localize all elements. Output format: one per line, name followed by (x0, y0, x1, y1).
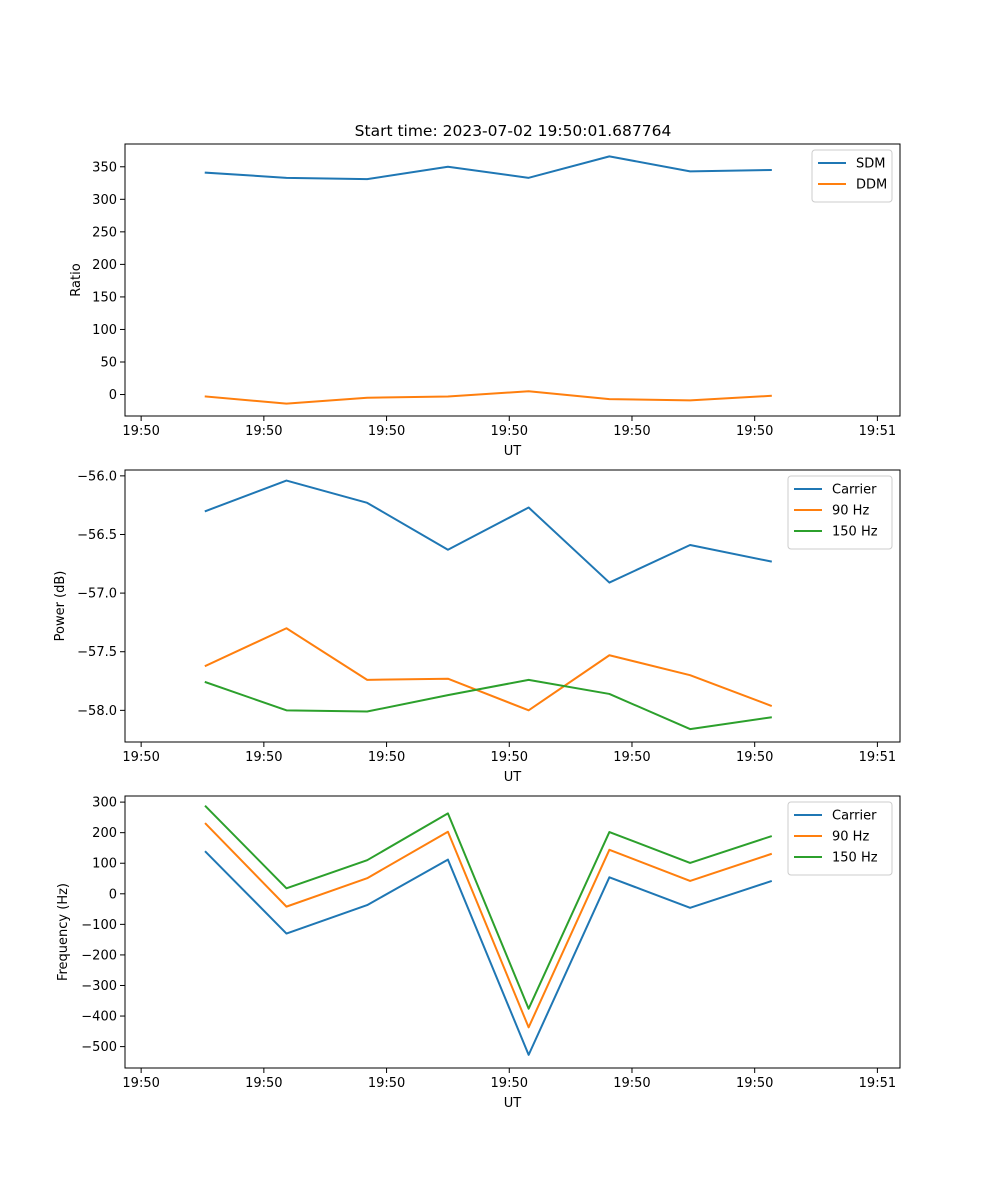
x-tick-label: 19:50 (491, 750, 528, 765)
x-tick-label: 19:50 (245, 1076, 282, 1091)
chart-panel-3: 19:50 19:50 19:50 19:50 19:50 19:50 19:51 −500 −… (56, 795, 901, 1111)
legend-label-ddm: DDM (856, 178, 887, 193)
x-tick-label: 19:51 (859, 750, 896, 765)
y-axis-label-panel-3: Frequency (Hz) (56, 883, 71, 981)
y-axis-label-panel-1: Ratio (69, 263, 84, 296)
x-tick-label: 19:50 (122, 1076, 159, 1091)
x-tick-label: 19:50 (245, 424, 282, 439)
x-axis-label-panel-1: UT (504, 444, 522, 459)
legend-panel-3: Carrier 90 Hz 150 Hz (787, 801, 893, 876)
axes-frame-panel-2 (124, 469, 901, 743)
legend-label-sdm: SDM (856, 157, 885, 172)
legend-label-90-hz: 90 Hz (832, 830, 869, 845)
y-axis-label-panel-2: Power (dB) (53, 571, 68, 642)
y-tick-label: 200 (92, 826, 117, 841)
y-tick-label: −57.5 (77, 645, 117, 660)
x-tick-label: 19:50 (613, 750, 650, 765)
y-tick-label: 300 (92, 193, 117, 208)
chart-title: Start time: 2023-07-02 19:50:01.687764 (355, 122, 672, 140)
axes-frame-panel-1 (124, 143, 901, 417)
y-tick-label: −56.0 (77, 469, 117, 484)
y-tick-label: −58.0 (77, 704, 117, 719)
y-tick-label: 250 (92, 225, 117, 240)
series-line-carrier-panel-3 (204, 850, 773, 1056)
legend-label-150-hz: 150 Hz (832, 525, 878, 540)
legend-panel-2: Carrier 90 Hz 150 Hz (787, 475, 893, 550)
legend-label-150-hz: 150 Hz (832, 851, 878, 866)
y-tick-label: 100 (92, 323, 117, 338)
x-tick-label: 19:50 (122, 750, 159, 765)
y-tick-label: 350 (92, 160, 117, 175)
x-axis-label-panel-3: UT (504, 1096, 522, 1111)
x-tick-label: 19:50 (736, 424, 773, 439)
series-line-150-hz-panel-3 (204, 804, 773, 1010)
legend-label-carrier: Carrier (832, 483, 877, 498)
y-tick-label: −400 (81, 1010, 117, 1025)
series-line-sdm-panel-1 (204, 155, 772, 181)
x-tick-label: 19:51 (859, 1076, 896, 1091)
series-line-150-hz-panel-2 (204, 678, 772, 731)
x-tick-label: 19:50 (613, 424, 650, 439)
y-tick-label: 50 (100, 355, 117, 370)
legend-panel-1: SDM DDM (811, 149, 893, 203)
y-tick-label: 0 (109, 388, 117, 403)
y-tick-label: 300 (92, 796, 117, 811)
x-tick-label: 19:50 (245, 750, 282, 765)
y-tick-label: 0 (109, 887, 117, 902)
y-tick-label: −300 (81, 979, 117, 994)
y-tick-label: −200 (81, 948, 117, 963)
x-tick-label: 19:50 (368, 424, 405, 439)
x-tick-label: 19:50 (491, 1076, 528, 1091)
chart-panel-2: 19:50 19:50 19:50 19:50 19:50 19:50 19:51 −58.0… (53, 469, 901, 785)
y-tick-label: 100 (92, 857, 117, 872)
x-tick-label: 19:50 (736, 750, 773, 765)
series-line-carrier-panel-2 (204, 479, 773, 584)
x-tick-label: 19:50 (736, 1076, 773, 1091)
y-tick-label: 150 (92, 290, 117, 305)
series-line-ddm-panel-1 (204, 390, 772, 405)
series-line-90-hz-panel-2 (204, 627, 773, 712)
axes-frame-panel-3 (124, 795, 901, 1069)
chart-panel-1: 19:50 19:50 19:50 19:50 19:50 19:50 19:51 0 50 10… (69, 143, 901, 459)
x-tick-label: 19:50 (368, 1076, 405, 1091)
x-tick-label: 19:50 (613, 1076, 650, 1091)
x-tick-label: 19:50 (368, 750, 405, 765)
legend-label-90-hz: 90 Hz (832, 504, 869, 519)
series-line-90-hz-panel-3 (204, 822, 773, 1029)
x-axis-label-panel-2: UT (504, 770, 522, 785)
y-tick-label: −500 (81, 1040, 117, 1055)
y-tick-label: −57.0 (77, 587, 117, 602)
x-tick-label: 19:51 (859, 424, 896, 439)
y-tick-label: −56.5 (77, 528, 117, 543)
x-tick-label: 19:50 (491, 424, 528, 439)
x-tick-label: 19:50 (122, 424, 159, 439)
y-tick-label: −100 (81, 918, 117, 933)
y-tick-label: 200 (92, 258, 117, 273)
legend-label-carrier: Carrier (832, 809, 877, 824)
